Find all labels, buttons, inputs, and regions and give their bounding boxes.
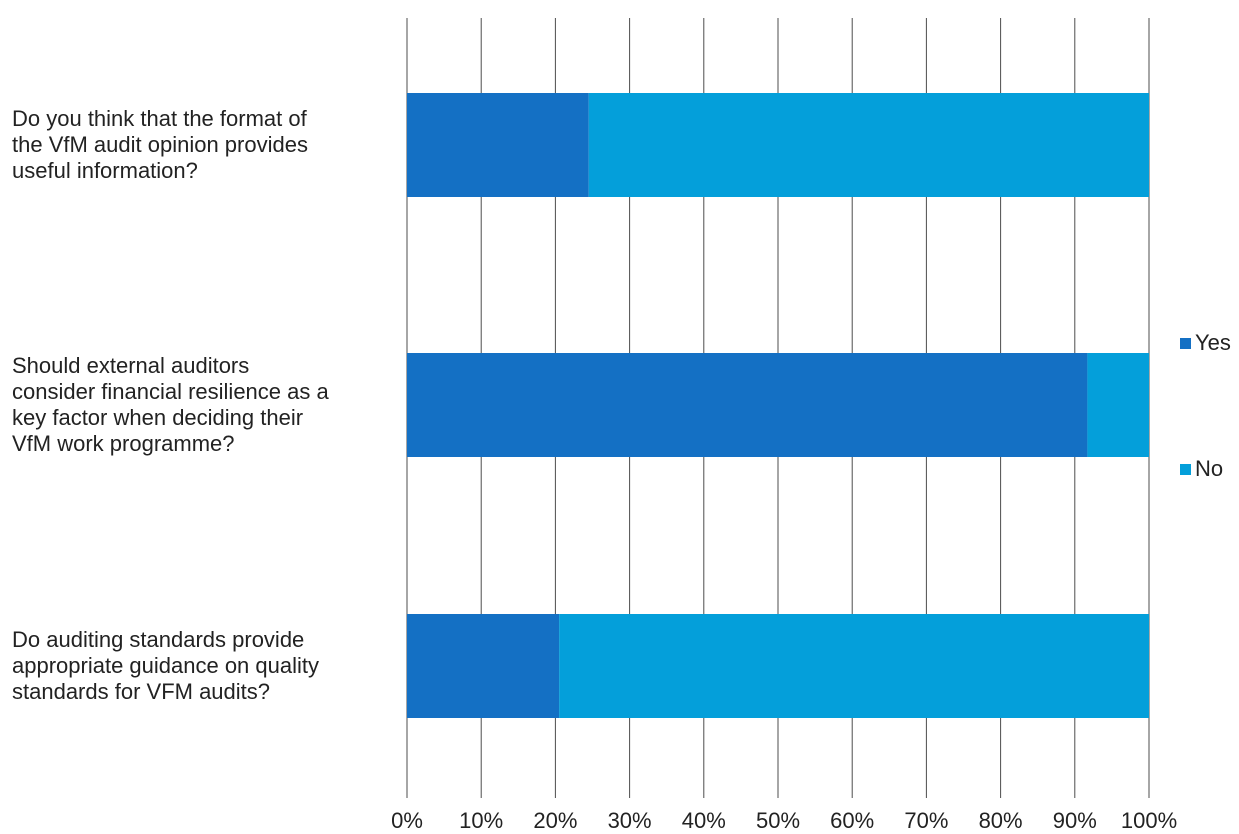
x-tick-label-20pct: 20% (533, 808, 577, 833)
category-label-q1: Do you think that the format of the VfM … (12, 106, 308, 183)
legend-item-yes: Yes (1180, 330, 1231, 356)
x-tick-label-0pct: 0% (391, 808, 423, 833)
bars (407, 93, 1149, 718)
x-tick-label-90pct: 90% (1053, 808, 1097, 833)
bar-yes-q3 (407, 614, 560, 718)
bar-no-q2 (1087, 353, 1149, 457)
bar-no-q3 (559, 614, 1149, 718)
x-axis-tick-labels: 0% 10% 20% 30% 40% 50% 60% 70% 80% 90% 100% (391, 808, 1177, 833)
x-tick-label-60pct: 60% (830, 808, 874, 833)
x-tick-label-70pct: 70% (904, 808, 948, 833)
legend-label-yes: Yes (1195, 330, 1231, 355)
category-label-q2: Should external auditors consider financ… (12, 353, 329, 456)
x-tick-label-100pct: 100% (1121, 808, 1177, 833)
x-tick-label-30pct: 30% (608, 808, 652, 833)
x-tick-label-50pct: 50% (756, 808, 800, 833)
bar-yes-q2 (407, 353, 1088, 457)
x-tick-label-80pct: 80% (979, 808, 1023, 833)
x-tick-label-40pct: 40% (682, 808, 726, 833)
legend-item-no: No (1180, 456, 1223, 482)
legend-swatch-no (1180, 463, 1191, 475)
legend-label-no: No (1195, 456, 1224, 481)
category-label-q3: Do auditing standards provide appropriat… (12, 627, 320, 704)
legend-swatch-yes (1180, 337, 1191, 349)
x-tick-label-10pct: 10% (459, 808, 503, 833)
bar-yes-q1 (407, 93, 589, 197)
bar-no-q1 (588, 93, 1149, 197)
